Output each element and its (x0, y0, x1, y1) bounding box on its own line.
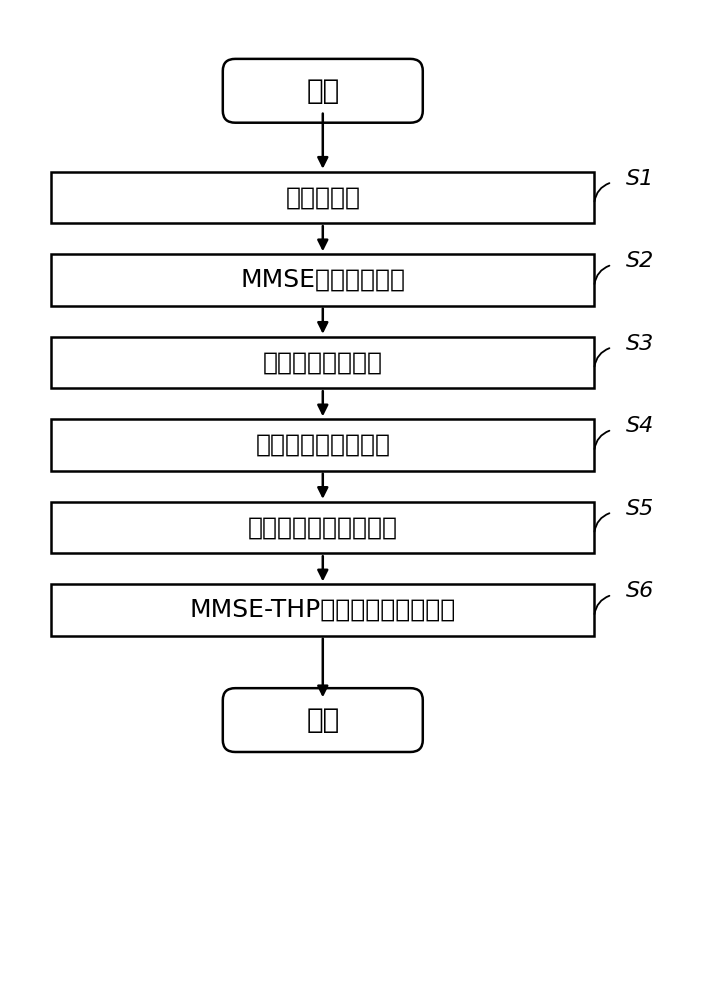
Text: S2: S2 (627, 251, 655, 271)
Text: S5: S5 (627, 499, 655, 519)
Text: 初始化步骤: 初始化步骤 (285, 185, 360, 209)
Bar (52, 419, 594, 471)
Bar (52, 584, 594, 636)
Text: 开始: 开始 (306, 77, 339, 105)
Text: S3: S3 (627, 334, 655, 354)
Text: 排序矩阵罗列步骤: 排序矩阵罗列步骤 (263, 350, 383, 374)
Text: MMSE矩阵计算步骤: MMSE矩阵计算步骤 (240, 268, 405, 292)
FancyBboxPatch shape (223, 688, 423, 752)
Text: 三角对角化分解步骤: 三角对角化分解步骤 (255, 433, 390, 457)
Text: MMSE-THP预处理矩阵计算步骤: MMSE-THP预处理矩阵计算步骤 (190, 598, 456, 622)
Text: S1: S1 (627, 169, 655, 189)
Text: S4: S4 (627, 416, 655, 436)
Bar (52, 502, 594, 553)
FancyBboxPatch shape (223, 59, 423, 123)
Bar (52, 172, 594, 223)
Bar (52, 254, 594, 306)
Text: S6: S6 (627, 581, 655, 601)
Text: 最优排序矩阵寻找步骤: 最优排序矩阵寻找步骤 (248, 516, 398, 540)
Bar (52, 337, 594, 388)
Text: 结束: 结束 (306, 706, 339, 734)
